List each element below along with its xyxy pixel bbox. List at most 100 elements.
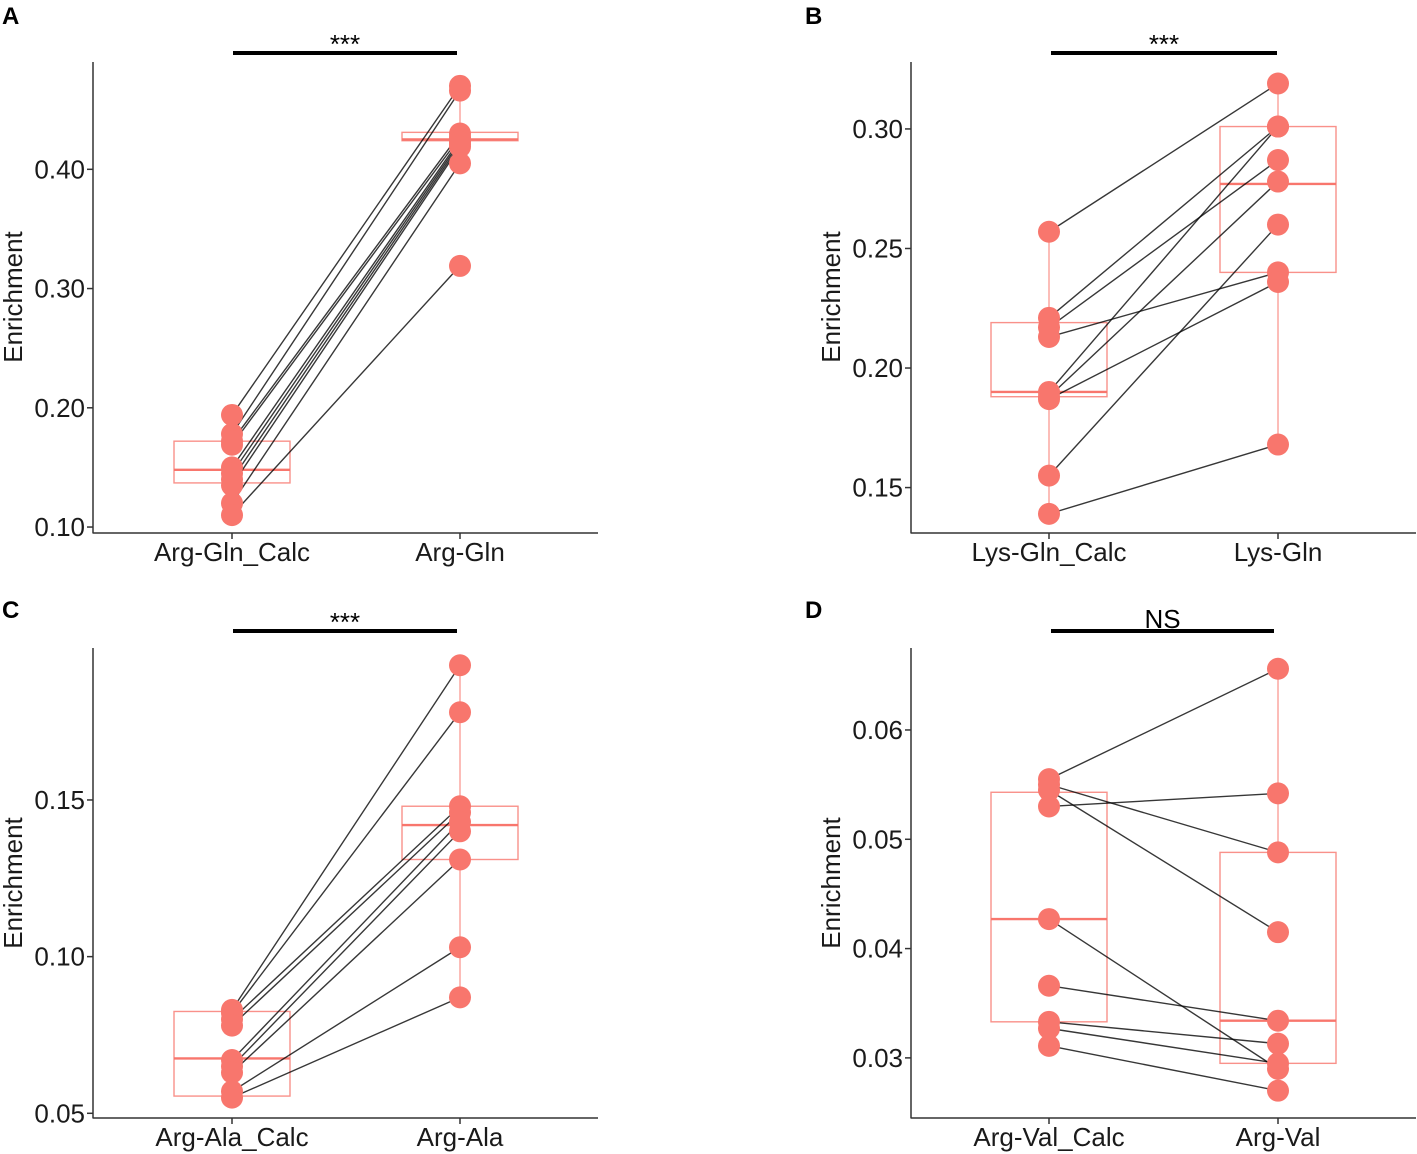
pair-line	[231, 858, 461, 1074]
chart-panel-b: B 0.15 0.20 0.25 0.30 Lys-Gln_Calc Lys-Gln Enri…	[805, 3, 1416, 567]
data-point	[1267, 1032, 1289, 1055]
pair-line	[1048, 181, 1279, 398]
y-tick-label: 0.10	[34, 512, 85, 542]
x-tick-label: Arg-Val_Calc	[973, 1122, 1124, 1152]
data-point	[1267, 115, 1289, 138]
data-point	[1267, 149, 1289, 172]
significance-label: ***	[1149, 29, 1179, 59]
pair-line	[1048, 271, 1279, 338]
y-tick-label: 0.05	[852, 824, 903, 854]
pair-line	[231, 90, 461, 435]
pair-line	[231, 821, 461, 1061]
pair-line	[231, 664, 461, 1011]
x-tick-label: Arg-Ala_Calc	[155, 1122, 308, 1152]
y-axis-title: Enrichment	[0, 816, 28, 948]
data-point	[1038, 795, 1060, 818]
data-point	[1038, 464, 1060, 487]
y-tick-label: 0.06	[852, 715, 903, 745]
pair-line	[1048, 1045, 1279, 1092]
pair-line	[231, 133, 461, 442]
y-tick-label: 0.40	[34, 154, 85, 184]
pair-line	[231, 85, 461, 416]
y-tick-label: 0.15	[34, 785, 85, 815]
pair-line	[1048, 783, 1279, 854]
pair-line	[1048, 668, 1279, 780]
y-tick-label: 0.15	[852, 473, 903, 503]
data-point	[1038, 388, 1060, 411]
data-point	[449, 820, 471, 843]
y-axis-title: Enrichment	[816, 230, 846, 362]
panel-letter: D	[805, 597, 822, 624]
pair-line	[1048, 443, 1279, 515]
y-tick-label: 0.04	[852, 934, 903, 964]
data-point	[449, 936, 471, 959]
data-point	[1267, 841, 1289, 864]
significance-label: NS	[1144, 604, 1180, 634]
pair-line	[231, 811, 461, 1027]
data-point	[449, 654, 471, 677]
data-point	[1267, 921, 1289, 944]
pair-line	[1048, 281, 1279, 400]
pair-line	[1048, 789, 1279, 933]
data-point	[221, 403, 243, 426]
chart-panel-d: D 0.03 0.04 0.05 0.06 Arg-Val_Calc Arg-Val Enri…	[805, 597, 1416, 1152]
data-point	[1038, 779, 1060, 802]
x-tick-label: Arg-Gln_Calc	[154, 537, 310, 567]
x-tick-label: Lys-Gln	[1234, 537, 1323, 567]
pair-line	[231, 139, 461, 468]
data-point	[1038, 974, 1060, 997]
pair-line	[231, 996, 461, 1099]
pair-line	[1048, 985, 1279, 1022]
pair-line	[231, 162, 461, 504]
pair-line	[231, 805, 461, 1020]
data-point	[449, 986, 471, 1009]
pair-line	[1048, 82, 1279, 233]
data-point	[449, 79, 471, 102]
data-point	[449, 701, 471, 724]
pair-line	[231, 265, 461, 516]
pair-line	[1048, 126, 1279, 393]
panel-letter: B	[805, 3, 822, 30]
pair-line	[231, 136, 461, 446]
significance-label: ***	[330, 607, 360, 637]
x-tick-label: Arg-Gln	[415, 537, 505, 567]
data-point	[1038, 1017, 1060, 1040]
x-tick-label: Lys-Gln_Calc	[971, 537, 1126, 567]
pair-line	[231, 711, 461, 1014]
data-point	[1267, 72, 1289, 95]
data-point	[1267, 1079, 1289, 1102]
data-point	[1267, 657, 1289, 680]
data-point	[1267, 170, 1289, 193]
pair-line	[1048, 918, 1279, 1070]
pair-line	[231, 946, 461, 1092]
data-point	[1038, 502, 1060, 525]
pair-line	[231, 141, 461, 474]
data-point	[449, 848, 471, 871]
y-tick-label: 0.10	[34, 942, 85, 972]
pair-line	[1048, 224, 1279, 477]
y-axis-title: Enrichment	[0, 230, 28, 362]
data-point	[1038, 908, 1060, 931]
data-point	[1267, 433, 1289, 456]
box	[1219, 125, 1337, 274]
data-point	[1267, 213, 1289, 236]
panel-letter: C	[2, 597, 19, 624]
data-point	[1038, 220, 1060, 243]
data-point	[1038, 325, 1060, 348]
pair-line	[1048, 1027, 1279, 1065]
x-tick-label: Arg-Ala	[417, 1122, 504, 1152]
data-point	[221, 433, 243, 456]
y-tick-label: 0.20	[34, 393, 85, 423]
chart-panel-a: A 0.10 0.20 0.30 0.40 Arg-Gln_Calc Arg-Gln Enri…	[0, 3, 598, 567]
data-point	[221, 504, 243, 527]
y-tick-label: 0.20	[852, 353, 903, 383]
y-tick-label: 0.30	[34, 274, 85, 304]
data-point	[1267, 782, 1289, 805]
y-tick-label: 0.25	[852, 233, 903, 263]
pair-line	[231, 146, 461, 486]
pair-line	[1048, 126, 1279, 319]
data-point	[449, 254, 471, 277]
pair-line	[231, 143, 461, 480]
pair-line	[231, 830, 461, 1067]
